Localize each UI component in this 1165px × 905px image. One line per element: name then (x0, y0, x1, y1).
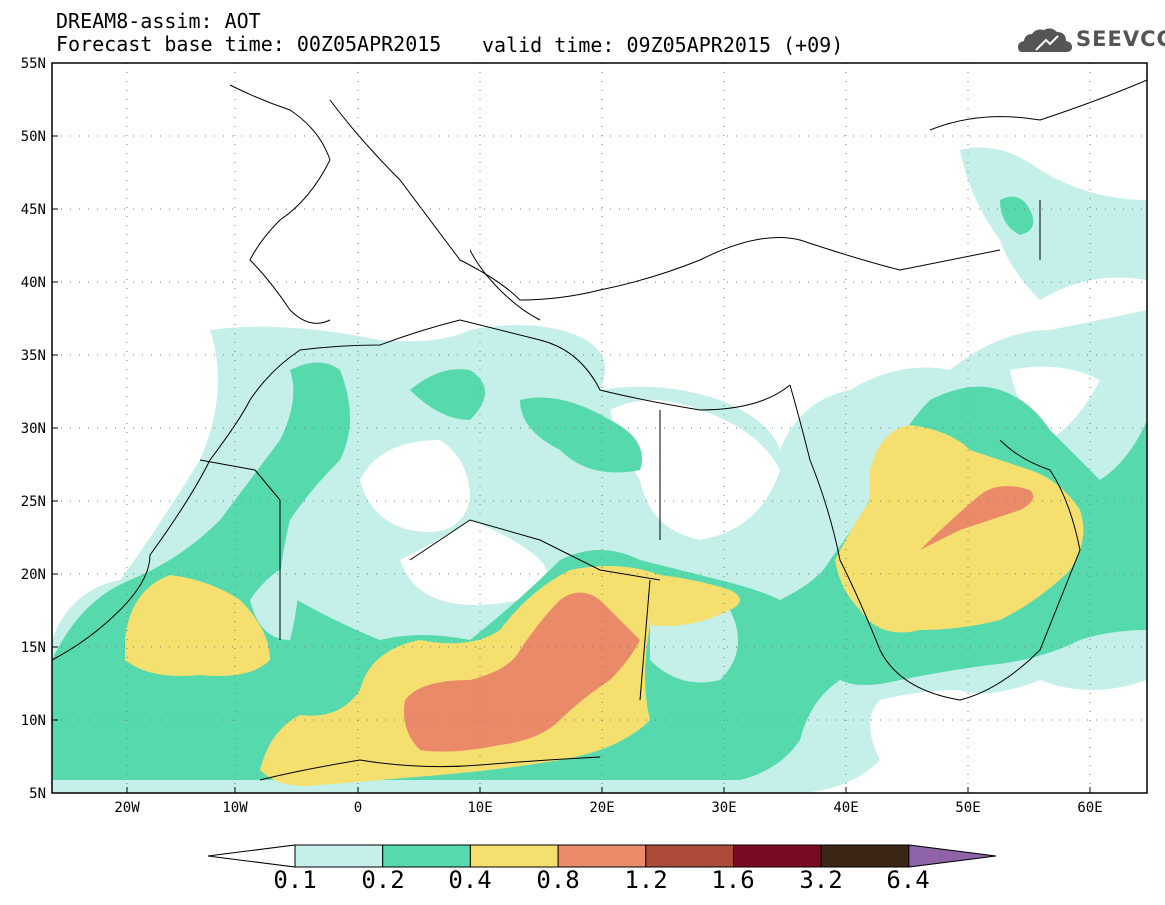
colorbar-label: 0.1 (273, 866, 317, 894)
aot-region-0.2 (410, 369, 485, 420)
colorbar-label: 1.6 (711, 866, 755, 894)
colorbar-segment (645, 844, 734, 868)
lat-label: 15N (21, 640, 46, 656)
aot-region-0.1 (960, 147, 1147, 300)
aot-region-0.8 (920, 486, 1034, 550)
lon-label: 40E (833, 800, 858, 816)
forecast-base-time: Forecast base time: 00Z05APR2015 (56, 32, 442, 56)
lon-label: 10E (467, 800, 492, 816)
colorbar-label: 6.4 (886, 866, 930, 894)
lat-label: 50N (21, 129, 46, 145)
longitude-labels: 20W 10W 0 10E 20E 30E 40E 50E 60E (114, 800, 1102, 816)
valid-time: valid time: 09Z05APR2015 (+09) (482, 33, 844, 57)
cloud-logo-icon (1018, 28, 1072, 52)
aot-region-0.2 (1000, 196, 1034, 235)
colorbar-under-triangle (207, 844, 296, 868)
lat-label: 5N (29, 786, 46, 802)
logo-text: SEEVCCC (1076, 27, 1165, 51)
axis-ticks (52, 62, 1091, 793)
aot-region-0.2 (520, 397, 642, 473)
lat-label: 35N (21, 348, 46, 364)
lon-label: 20E (589, 800, 614, 816)
lat-label: 10N (21, 713, 46, 729)
colorbar-segment (820, 844, 910, 868)
colorbar-over-triangle (908, 844, 996, 868)
lat-label: 55N (21, 56, 46, 72)
lat-label: 45N (21, 202, 46, 218)
aot-forecast-map: 55N 50N 45N 40N 35N 30N 25N 20N 15N 10N … (21, 56, 1148, 816)
colorbar-segment (557, 844, 647, 868)
country-borders (52, 79, 1147, 781)
lat-label: 40N (21, 275, 46, 291)
lat-label: 30N (21, 421, 46, 437)
latitude-labels: 55N 50N 45N 40N 35N 30N 25N 20N 15N 10N … (21, 56, 46, 802)
lat-label: 25N (21, 494, 46, 510)
lon-label: 0 (354, 800, 362, 816)
colorbar-segment (382, 844, 471, 868)
colorbar-segment (469, 844, 559, 868)
lon-label: 10W (222, 800, 248, 816)
colorbar-segment (733, 844, 822, 868)
colorbar-label: 0.2 (361, 866, 405, 894)
colorbar-label: 0.8 (536, 866, 580, 894)
lon-label: 30E (711, 800, 736, 816)
lon-label: 60E (1077, 800, 1102, 816)
lon-label: 20W (114, 800, 140, 816)
colorbar-segment (294, 844, 384, 868)
colorbar-label: 3.2 (799, 866, 843, 894)
aot-shading (52, 147, 1147, 793)
map-title: DREAM8-assim: AOT (56, 9, 261, 33)
lat-label: 20N (21, 567, 46, 583)
colorbar-label: 1.2 (624, 866, 668, 894)
lon-label: 50E (955, 800, 980, 816)
colorbar-label: 0.4 (448, 866, 492, 894)
aot-region-0.4 (125, 575, 270, 676)
colorbar-segments (207, 844, 996, 868)
aot-region-0.8 (404, 592, 640, 752)
colorbar (207, 844, 996, 868)
